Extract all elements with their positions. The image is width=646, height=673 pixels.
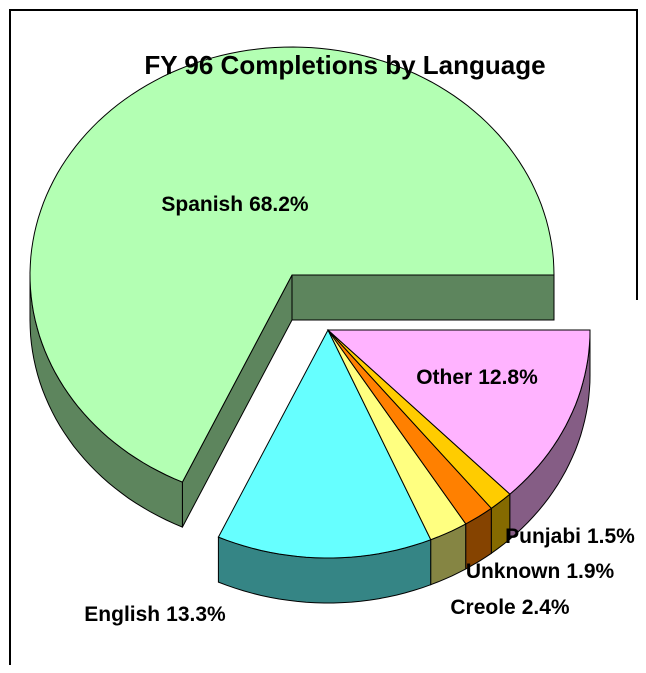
slice-value: 12.8% — [478, 366, 538, 389]
slice-value: 13.3% — [166, 603, 226, 626]
slice-value: 1.5% — [587, 525, 635, 548]
slice-category: Punjabi — [505, 525, 581, 548]
slice — [327, 329, 467, 541]
slice-value: 68.2% — [249, 193, 309, 216]
slice — [326, 329, 591, 495]
slice-category: Unknown — [466, 560, 561, 583]
pie — [29, 46, 591, 604]
slice-label: Spanish 68.2% — [161, 193, 309, 216]
slice-category: Other — [416, 366, 472, 389]
slice-label: Punjabi 1.5% — [505, 525, 635, 548]
slice-face — [291, 274, 555, 321]
slice-label: English 13.3% — [84, 603, 226, 626]
chart-title: FY 96 Completions by Language — [144, 50, 545, 80]
slice — [29, 46, 555, 483]
slice-value: 1.9% — [566, 560, 614, 583]
slice — [217, 328, 432, 559]
slice-category: Spanish — [161, 193, 243, 216]
slice-category: English — [84, 603, 160, 626]
slice-label: Other 12.8% — [416, 366, 538, 389]
frame — [9, 9, 638, 665]
slice-label: Creole 2.4% — [450, 596, 570, 619]
slice-label: Unknown 1.9% — [466, 560, 615, 583]
slice-value: 2.4% — [522, 596, 570, 619]
slice-category: Creole — [450, 596, 515, 619]
